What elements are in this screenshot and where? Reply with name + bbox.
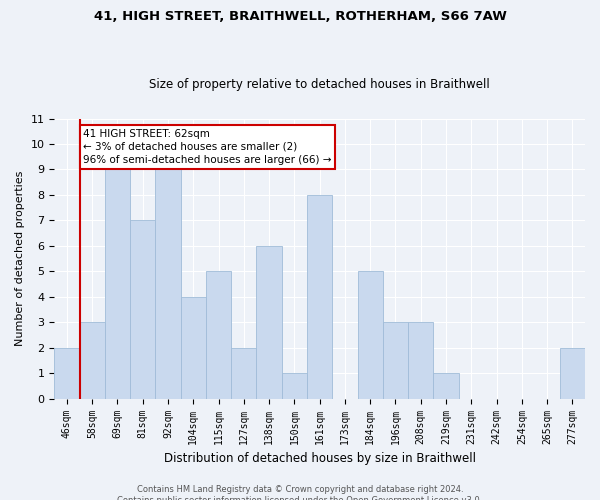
Bar bbox=[54, 348, 80, 399]
Bar bbox=[307, 195, 332, 398]
Bar bbox=[560, 348, 585, 399]
Bar bbox=[206, 272, 231, 398]
Bar bbox=[433, 373, 458, 398]
Bar bbox=[282, 373, 307, 398]
Bar bbox=[105, 170, 130, 398]
Bar bbox=[155, 170, 181, 398]
Title: Size of property relative to detached houses in Braithwell: Size of property relative to detached ho… bbox=[149, 78, 490, 91]
Bar bbox=[408, 322, 433, 398]
X-axis label: Distribution of detached houses by size in Braithwell: Distribution of detached houses by size … bbox=[164, 452, 476, 465]
Bar bbox=[231, 348, 256, 399]
Text: Contains HM Land Registry data © Crown copyright and database right 2024.: Contains HM Land Registry data © Crown c… bbox=[137, 485, 463, 494]
Bar bbox=[383, 322, 408, 398]
Bar bbox=[358, 272, 383, 398]
Text: 41 HIGH STREET: 62sqm
← 3% of detached houses are smaller (2)
96% of semi-detach: 41 HIGH STREET: 62sqm ← 3% of detached h… bbox=[83, 128, 332, 165]
Bar bbox=[181, 297, 206, 398]
Bar bbox=[80, 322, 105, 398]
Text: 41, HIGH STREET, BRAITHWELL, ROTHERHAM, S66 7AW: 41, HIGH STREET, BRAITHWELL, ROTHERHAM, … bbox=[94, 10, 506, 23]
Y-axis label: Number of detached properties: Number of detached properties bbox=[15, 171, 25, 346]
Bar bbox=[256, 246, 282, 398]
Text: Contains public sector information licensed under the Open Government Licence v3: Contains public sector information licen… bbox=[118, 496, 482, 500]
Bar bbox=[130, 220, 155, 398]
